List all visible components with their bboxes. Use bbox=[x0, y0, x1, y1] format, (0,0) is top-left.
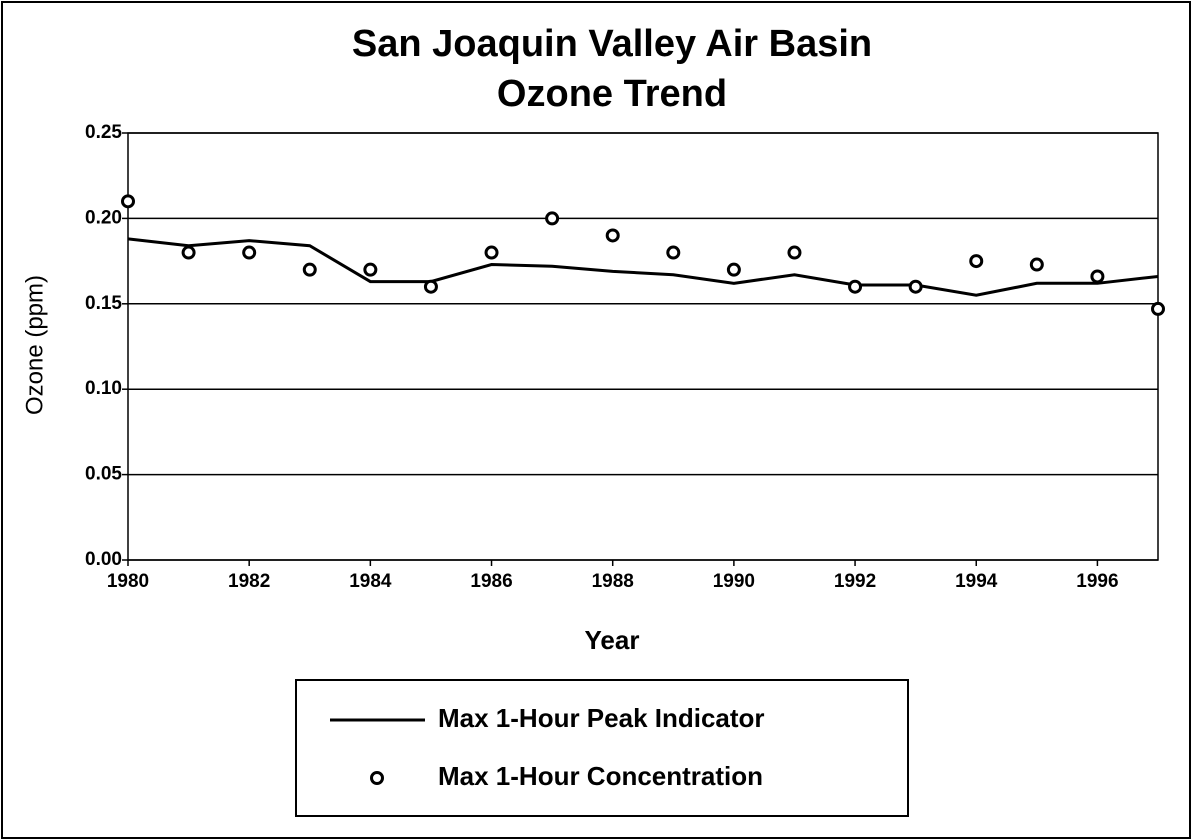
x-tick-label: 1996 bbox=[1076, 571, 1118, 592]
x-tick-label: 1988 bbox=[592, 571, 634, 592]
series-marker bbox=[484, 245, 499, 260]
series-marker bbox=[121, 194, 135, 209]
x-tick-label: 1994 bbox=[955, 571, 998, 592]
y-tick-label: 0.10 bbox=[85, 378, 122, 399]
x-tick-label: 1990 bbox=[713, 571, 755, 592]
y-tick-label: 0.25 bbox=[85, 122, 122, 143]
series-marker bbox=[1029, 257, 1044, 272]
series-marker bbox=[423, 279, 438, 294]
series-marker bbox=[666, 245, 681, 260]
series-marker bbox=[1090, 269, 1105, 284]
y-axis-label: Ozone (ppm) bbox=[21, 275, 48, 415]
series-marker bbox=[363, 262, 378, 277]
series-line bbox=[127, 237, 1159, 297]
x-tick-label: 1992 bbox=[834, 571, 876, 592]
y-tick-label: 0.20 bbox=[85, 207, 122, 228]
legend-label: Max 1-Hour Peak Indicator bbox=[438, 703, 765, 733]
x-axis-label: Year bbox=[585, 625, 640, 655]
series-marker bbox=[545, 211, 560, 226]
series-marker bbox=[242, 245, 257, 260]
x-tick-label: 1980 bbox=[107, 571, 149, 592]
chart-title: San Joaquin Valley Air Basin bbox=[352, 23, 872, 65]
plot-area bbox=[127, 132, 1159, 561]
series-marker bbox=[908, 279, 923, 294]
series-marker bbox=[302, 262, 317, 277]
x-tick-label: 1984 bbox=[349, 571, 392, 592]
series-marker bbox=[848, 279, 863, 294]
legend-label: Max 1-Hour Concentration bbox=[438, 761, 763, 791]
y-tick-label: 0.00 bbox=[85, 549, 122, 570]
legend bbox=[295, 679, 909, 817]
y-tick-label: 0.05 bbox=[85, 464, 122, 485]
series-marker bbox=[726, 262, 741, 277]
series-marker bbox=[181, 245, 196, 260]
x-tick-label: 1986 bbox=[470, 571, 512, 592]
chart-subtitle: Ozone Trend bbox=[497, 73, 727, 115]
series-marker bbox=[1151, 301, 1165, 316]
series-marker bbox=[605, 228, 620, 243]
series-marker bbox=[787, 245, 802, 260]
x-tick-label: 1982 bbox=[228, 571, 270, 592]
y-tick-label: 0.15 bbox=[85, 293, 122, 314]
legend-swatch bbox=[370, 771, 384, 785]
series-marker bbox=[969, 254, 984, 269]
